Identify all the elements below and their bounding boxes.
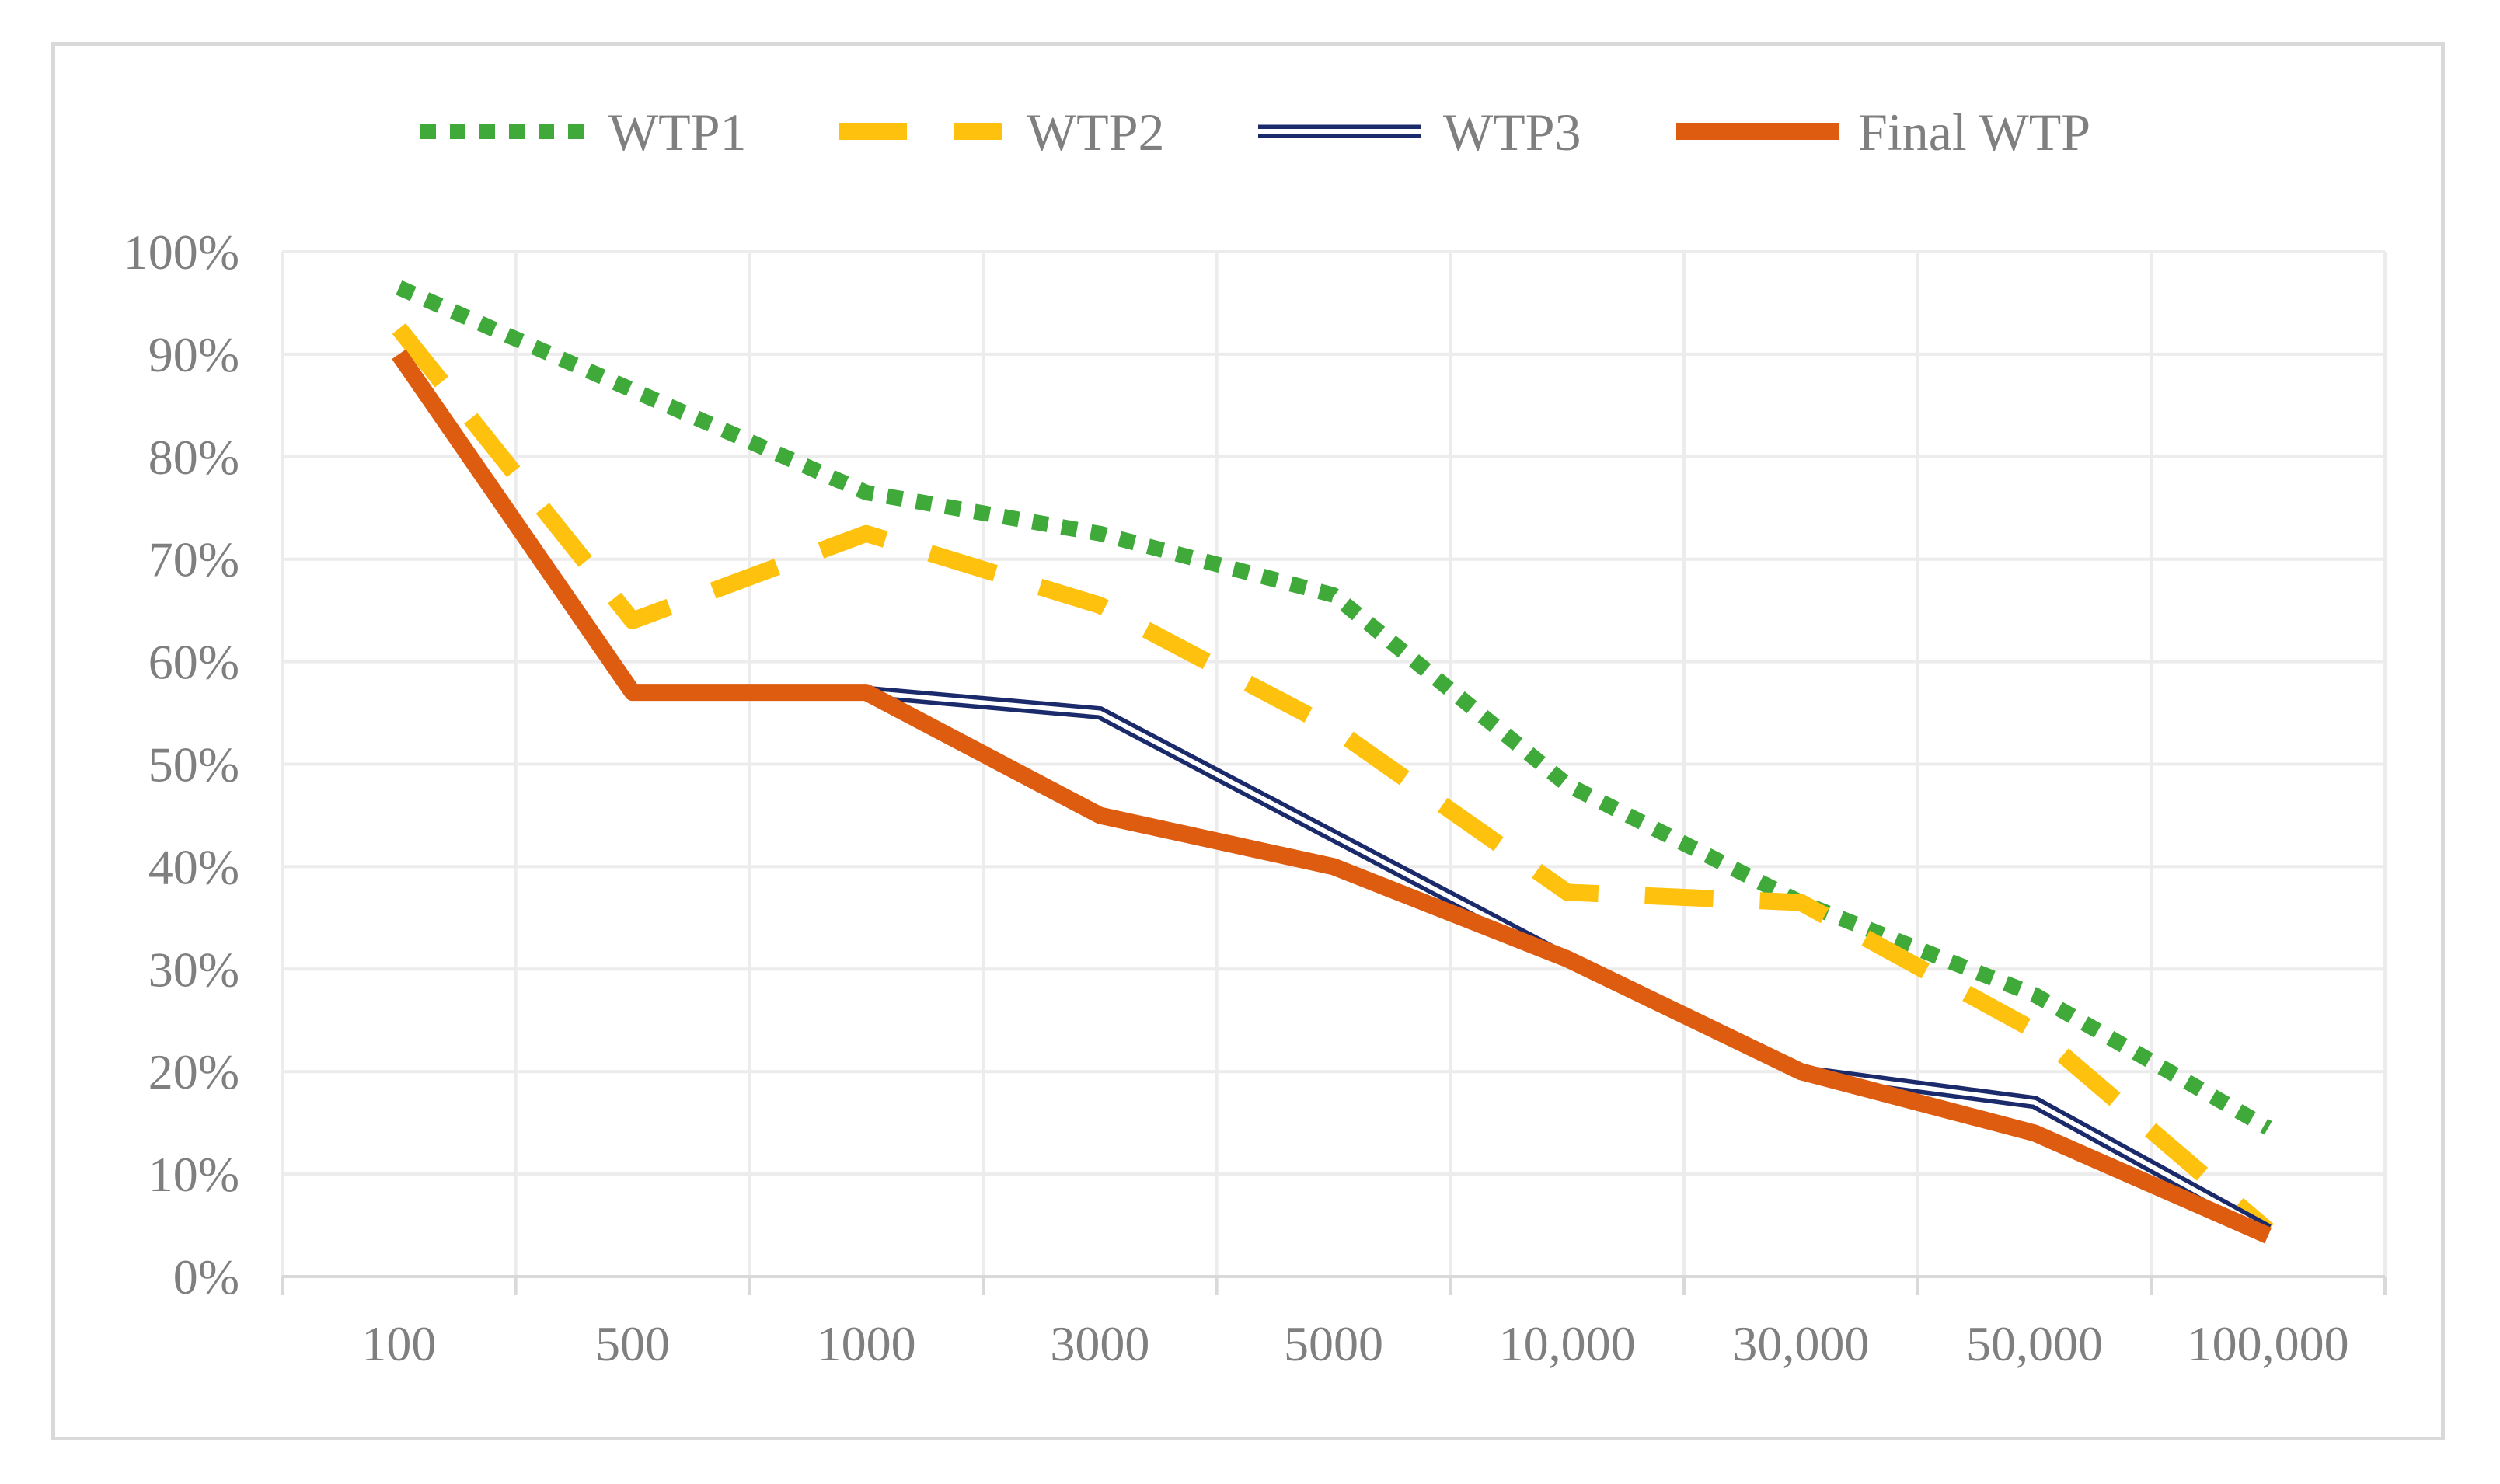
x-tick-label: 100,000 [2188, 1316, 2349, 1371]
x-tick-label: 100 [361, 1316, 436, 1371]
y-tick-label: 10% [148, 1147, 239, 1202]
legend-label-wtp1: WTP1 [608, 103, 747, 162]
axes [281, 1275, 2387, 1295]
x-tick-label: 30,000 [1732, 1316, 1869, 1371]
legend: WTP1 WTP2 WTP3 Final WTP [420, 103, 2090, 162]
y-tick-label: 20% [148, 1044, 239, 1099]
line-chart: 0% 10% 20% 30% 40% 50% 60% 70% 80% 90% 100% 100 500 1… [124, 103, 2387, 1371]
y-tick-label: 40% [148, 839, 239, 894]
series-lines [392, 280, 2274, 1244]
series-line-wtp1 [396, 280, 2272, 1135]
series-final-wtp [392, 349, 2272, 1244]
y-tick-label: 50% [148, 737, 239, 793]
y-tick-label: 60% [148, 635, 239, 690]
y-tick-label: 100% [124, 225, 239, 280]
x-tick-label: 500 [595, 1316, 670, 1371]
tick-labels: 0% 10% 20% 30% 40% 50% 60% 70% 80% 90% 100% 100 500 1… [124, 225, 2349, 1371]
legend-item-wtp3: WTP3 [1258, 103, 1581, 162]
x-tick-label: 50,000 [1966, 1316, 2103, 1371]
legend-label-final-wtp: Final WTP [1858, 103, 2090, 162]
series-line-wtp3 [393, 350, 2272, 1237]
series-line-final-wtp [392, 349, 2272, 1244]
x-tick-label: 5000 [1284, 1316, 1383, 1371]
series-wtp1 [396, 280, 2272, 1135]
x-tick-label: 10,000 [1499, 1316, 1636, 1371]
legend-item-wtp2: WTP2 [839, 103, 1165, 162]
x-tick-label: 1000 [817, 1316, 916, 1371]
y-tick-label: 30% [148, 942, 239, 997]
series-wtp3 [393, 350, 2272, 1237]
y-tick-label: 90% [148, 327, 239, 382]
legend-item-final-wtp: Final WTP [1676, 103, 2090, 162]
legend-label-wtp3: WTP3 [1443, 103, 1581, 162]
y-tick-label: 0% [173, 1249, 239, 1305]
x-tick-label: 3000 [1050, 1316, 1149, 1371]
grid-lines [281, 250, 2387, 1277]
legend-label-wtp2: WTP2 [1027, 103, 1165, 162]
y-tick-label: 80% [148, 430, 239, 485]
chart-frame: 0% 10% 20% 30% 40% 50% 60% 70% 80% 90% 100% 100 500 1… [51, 42, 2445, 1440]
y-tick-label: 70% [148, 532, 239, 587]
legend-item-wtp1: WTP1 [420, 103, 747, 162]
